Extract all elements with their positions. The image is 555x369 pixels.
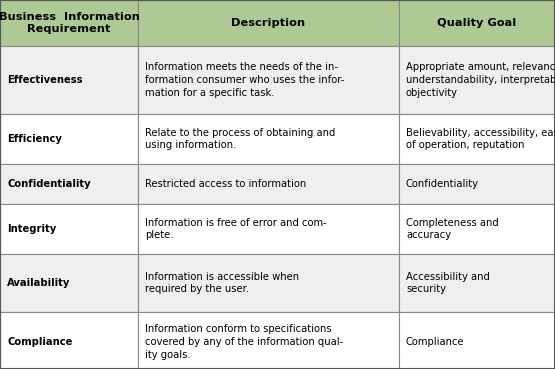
Bar — [399, 114, 555, 164]
Text: Confidentiality: Confidentiality — [406, 179, 479, 189]
Bar — [399, 312, 555, 369]
Bar — [138, 46, 399, 114]
Text: Restricted access to information: Restricted access to information — [145, 179, 306, 189]
Text: Accessibility and
security: Accessibility and security — [406, 272, 490, 294]
Bar — [138, 114, 399, 164]
Text: Information conform to specifications
covered by any of the information qual-
it: Information conform to specifications co… — [145, 324, 343, 360]
Text: Compliance: Compliance — [406, 337, 465, 347]
Text: Appropriate amount, relevance,
understandability, interpretability,
objectivity: Appropriate amount, relevance, understan… — [406, 62, 555, 98]
Bar — [399, 204, 555, 254]
Text: Information meets the needs of the in-
formation consumer who uses the infor-
ma: Information meets the needs of the in- f… — [145, 62, 344, 98]
Text: Information is free of error and com-
plete.: Information is free of error and com- pl… — [145, 218, 327, 240]
Bar — [138, 164, 399, 204]
Text: Availability: Availability — [7, 278, 70, 288]
Bar — [0, 312, 138, 369]
Text: Description: Description — [231, 18, 306, 28]
Text: Quality Goal: Quality Goal — [437, 18, 517, 28]
Bar — [0, 114, 138, 164]
Bar — [399, 254, 555, 312]
Text: Effectiveness: Effectiveness — [7, 75, 83, 85]
Bar — [138, 312, 399, 369]
Text: Confidentiality: Confidentiality — [7, 179, 90, 189]
Bar — [399, 0, 555, 46]
Bar — [0, 164, 138, 204]
Bar — [399, 46, 555, 114]
Text: Information is accessible when
required by the user.: Information is accessible when required … — [145, 272, 299, 294]
Bar — [0, 204, 138, 254]
Bar — [138, 254, 399, 312]
Text: Relate to the process of obtaining and
using information.: Relate to the process of obtaining and u… — [145, 128, 335, 151]
Bar — [0, 46, 138, 114]
Bar — [0, 0, 138, 46]
Text: Integrity: Integrity — [7, 224, 56, 234]
Bar — [0, 254, 138, 312]
Bar — [138, 0, 399, 46]
Text: Believability, accessibility, ease
of operation, reputation: Believability, accessibility, ease of op… — [406, 128, 555, 151]
Bar — [399, 164, 555, 204]
Text: Business  Information
Requirement: Business Information Requirement — [0, 11, 139, 34]
Text: Completeness and
accuracy: Completeness and accuracy — [406, 218, 499, 240]
Text: Compliance: Compliance — [7, 337, 72, 347]
Text: Efficiency: Efficiency — [7, 134, 62, 144]
Bar — [138, 204, 399, 254]
